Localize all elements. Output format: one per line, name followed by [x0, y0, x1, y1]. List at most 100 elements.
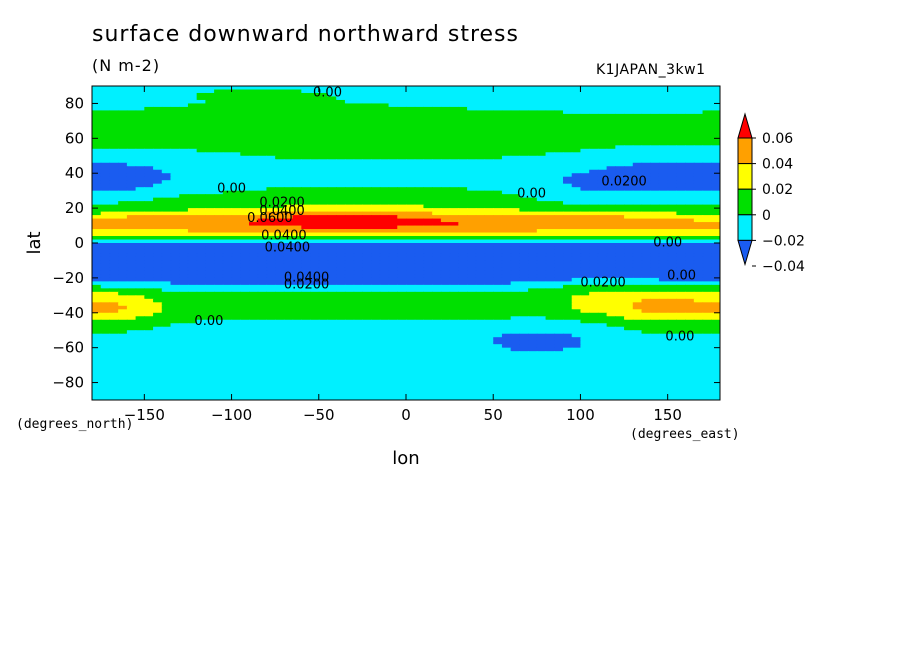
- heat-cell: [292, 267, 302, 272]
- heat-cell: [257, 260, 268, 265]
- heat-cell: [580, 222, 590, 227]
- heat-cell: [301, 138, 311, 143]
- heat-cell: [624, 295, 634, 300]
- heat-cell: [606, 305, 616, 310]
- heat-cell: [327, 194, 337, 199]
- heat-cell: [196, 117, 206, 122]
- heat-cell: [310, 152, 320, 157]
- heat-cell: [353, 323, 363, 328]
- heat-cell: [693, 232, 704, 237]
- heat-cell: [475, 103, 486, 108]
- heat-cell: [353, 305, 363, 310]
- heat-cell: [214, 110, 224, 115]
- heat-cell: [170, 277, 180, 282]
- heat-cell: [458, 190, 468, 195]
- heat-cell: [292, 134, 302, 139]
- heat-cell: [606, 316, 616, 321]
- heat-cell: [493, 277, 503, 282]
- heat-cell: [702, 176, 712, 181]
- heat-cell: [711, 176, 720, 181]
- heat-cell: [379, 215, 390, 220]
- heat-cell: [283, 106, 294, 112]
- heat-cell: [275, 99, 285, 105]
- heat-cell: [423, 232, 433, 237]
- heat-cell: [676, 267, 686, 272]
- heat-cell: [606, 284, 616, 289]
- heat-cell: [118, 281, 128, 286]
- heat-cell: [615, 197, 625, 202]
- heat-cell: [693, 162, 704, 167]
- heat-cell: [693, 316, 704, 321]
- heat-cell: [449, 110, 459, 115]
- heat-cell: [528, 225, 538, 230]
- heat-cell: [624, 113, 634, 118]
- heat-cell: [266, 288, 276, 293]
- heat-cell: [641, 208, 651, 213]
- heat-cell: [179, 124, 189, 129]
- heat-cell: [580, 218, 590, 223]
- heat-cell: [283, 323, 294, 328]
- heat-cell: [501, 215, 512, 220]
- heat-cell: [423, 215, 433, 220]
- heat-cell: [222, 288, 233, 293]
- heat-cell: [336, 169, 346, 174]
- heat-cell: [126, 96, 137, 101]
- heat-cell: [161, 323, 172, 328]
- heat-cell: [589, 267, 599, 272]
- heat-cell: [571, 124, 582, 129]
- heat-cell: [615, 288, 625, 293]
- heat-cell: [676, 99, 686, 105]
- heat-cell: [528, 110, 538, 115]
- heat-cell: [249, 89, 259, 94]
- heat-cell: [205, 236, 215, 241]
- heat-cell: [667, 319, 677, 324]
- heat-cell: [292, 169, 302, 174]
- heat-cell: [597, 173, 608, 178]
- heat-cell: [118, 194, 128, 199]
- heat-cell: [179, 131, 189, 136]
- heat-cell: [493, 211, 503, 216]
- heat-cell: [301, 134, 311, 139]
- heat-cell: [118, 190, 128, 195]
- heat-cell: [371, 106, 381, 112]
- heat-cell: [344, 249, 355, 255]
- heat-cell: [109, 312, 119, 317]
- heat-cell: [275, 148, 285, 153]
- heat-cell: [362, 117, 372, 122]
- heat-cell: [187, 302, 198, 307]
- heat-cell: [161, 211, 172, 216]
- heat-cell: [336, 319, 346, 324]
- heat-cell: [144, 106, 154, 112]
- heat-cell: [153, 180, 163, 185]
- heat-cell: [423, 117, 433, 122]
- heat-cell: [519, 99, 529, 105]
- heat-cell: [379, 127, 390, 132]
- heat-cell: [109, 159, 119, 164]
- heat-cell: [336, 312, 346, 317]
- heat-cell: [545, 298, 555, 303]
- heat-cell: [676, 141, 686, 146]
- heat-cell: [589, 155, 599, 160]
- heat-cell: [528, 249, 538, 255]
- heat-cell: [632, 124, 643, 129]
- heat-cell: [414, 274, 425, 279]
- heat-cell: [109, 120, 119, 125]
- heat-cell: [449, 215, 459, 220]
- heat-cell: [458, 249, 468, 255]
- heat-cell: [231, 249, 241, 255]
- heat-cell: [615, 162, 625, 167]
- heat-cell: [580, 291, 590, 296]
- heat-cell: [266, 204, 276, 209]
- heat-cell: [423, 176, 433, 181]
- heat-cell: [257, 183, 268, 188]
- heat-cell: [563, 131, 573, 136]
- heat-cell: [554, 201, 564, 206]
- heat-cell: [275, 302, 285, 307]
- heat-cell: [414, 89, 425, 94]
- heat-cell: [632, 229, 643, 234]
- heat-cell: [597, 201, 608, 206]
- heat-cell: [179, 222, 189, 227]
- heat-cell: [528, 316, 538, 321]
- heat-cell: [519, 222, 529, 227]
- heat-cell: [624, 194, 634, 199]
